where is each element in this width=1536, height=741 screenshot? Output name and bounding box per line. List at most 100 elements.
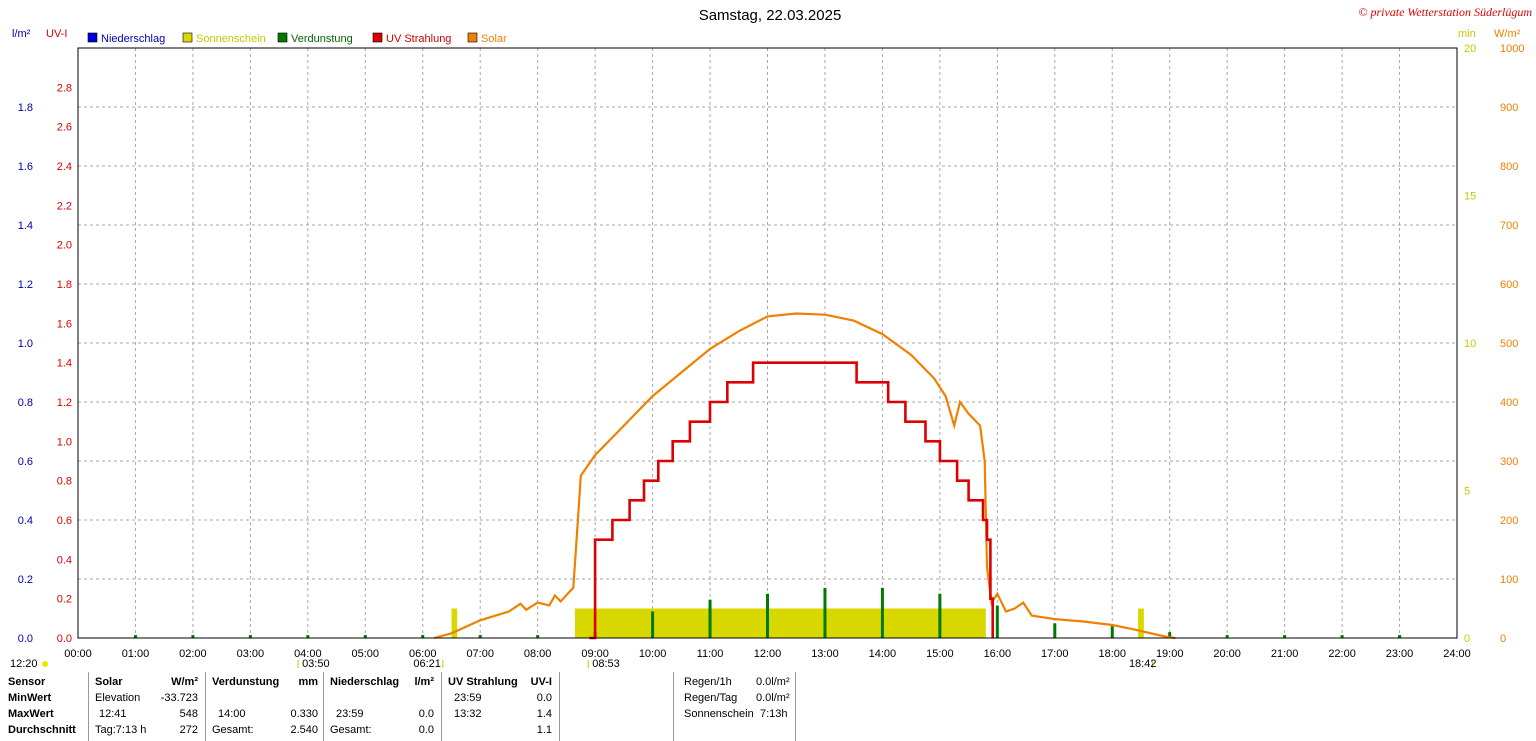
y-tick-label-solar: 500: [1500, 338, 1518, 350]
y-tick-label-uv: 0.0: [57, 633, 72, 645]
sunshine-bar: [1138, 608, 1144, 638]
summary-label-sunshine: Sonnenschein: [684, 708, 754, 720]
x-tick-label: 13:00: [811, 648, 839, 660]
y-tick-label-solar: 600: [1500, 279, 1518, 291]
x-tick-label: 09:00: [581, 648, 609, 660]
evaporation-bar: [363, 635, 367, 638]
y-tick-label-solar: 400: [1500, 397, 1518, 409]
series-line-uv: [589, 361, 994, 640]
axis-tick-labels: 00:00 01:00 02:00 03:00 04:00 05:00 06:00 07:00…: [18, 43, 1525, 660]
uv-min-value: 0.0: [536, 692, 552, 704]
evaporation-bar: [421, 635, 425, 638]
evaporation-bar: [248, 635, 252, 638]
rain-max-value: 0.0: [418, 708, 434, 720]
x-tick-label: 14:00: [869, 648, 897, 660]
uv-avg-value: 1.1: [536, 724, 552, 736]
y-tick-label-solar: 200: [1500, 515, 1518, 527]
evaporation-bar: [478, 635, 482, 638]
y-tick-label-solar: 700: [1500, 220, 1518, 232]
y-tick-label-rain: 0.2: [18, 574, 33, 586]
legend-swatch: [372, 32, 383, 43]
legend-label: Solar: [481, 33, 507, 45]
evaporation-bar: [1225, 635, 1229, 638]
axis-unit-solar: W/m²: [1494, 28, 1521, 40]
evaporation-bar: [1340, 635, 1344, 638]
x-tick-label: 05:00: [352, 648, 380, 660]
column-divider: [323, 672, 324, 741]
row-label-min: MinWert: [8, 692, 52, 704]
uv-max-time: 13:32: [454, 708, 482, 720]
evaporation-bar: [708, 599, 712, 638]
x-tick-label: 01:00: [122, 648, 150, 660]
evaporation-bar: [191, 635, 195, 638]
evaporation-bar: [306, 635, 310, 638]
solar-avg-label: Tag:7:13 h: [95, 724, 147, 736]
legend-label: UV Strahlung: [386, 33, 451, 45]
uv-min-time: 23:59: [454, 692, 482, 704]
y-tick-label-uv: 1.4: [57, 358, 72, 370]
x-tick-label: 21:00: [1271, 648, 1299, 660]
y-tick-label-uv: 0.2: [57, 594, 72, 606]
evaporation-bar: [1398, 635, 1402, 638]
x-tick-label: 18:00: [1098, 648, 1126, 660]
x-tick-label: 08:00: [524, 648, 552, 660]
statistics-table: Sensor MinWert MaxWert Durchschnitt Sola…: [0, 672, 1536, 741]
x-tick-label: 03:00: [237, 648, 265, 660]
sun-events: 12:20 03:50 06:21 08:53 18:42: [10, 658, 1156, 670]
x-tick-label: 16:00: [984, 648, 1012, 660]
axis-unit-sunshine: min: [1458, 28, 1476, 40]
uv-unit: UV-I: [530, 676, 552, 688]
summary-label-rain-1h: Regen/1h: [684, 676, 732, 688]
x-tick-label: 11:00: [697, 648, 724, 660]
weather-chart: Samstag, 22.03.2025 © private Wetterstat…: [10, 5, 1532, 670]
evaporation-max-time: 14:00: [218, 708, 246, 720]
rain-max-time: 23:59: [336, 708, 364, 720]
sunshine-bars: [451, 608, 1144, 638]
x-tick-label: 20:00: [1213, 648, 1241, 660]
y-tick-label-solar: 800: [1500, 161, 1518, 173]
evaporation-total-label: Gesamt:: [212, 724, 254, 736]
x-tick-label: 00:00: [64, 648, 92, 660]
column-divider: [673, 672, 674, 741]
y-tick-label-uv: 0.6: [57, 515, 72, 527]
solar-avg-value: 272: [179, 724, 198, 736]
column-divider: [205, 672, 206, 741]
grid: [78, 48, 1457, 638]
legend-swatch: [467, 32, 478, 43]
summary-value-sunshine: 7:13h: [760, 708, 788, 720]
sun-event-label: 06:21: [413, 658, 441, 670]
x-tick-label: 10:00: [639, 648, 667, 660]
solar-min-label: Elevation: [95, 692, 141, 704]
evaporation-unit: mm: [298, 676, 318, 688]
column-divider: [88, 672, 89, 741]
x-tick-label: 07:00: [466, 648, 494, 660]
y-tick-label-uv: 2.6: [57, 122, 72, 134]
y-tick-label-uv: 1.0: [57, 436, 72, 448]
y-tick-label-uv: 1.8: [57, 279, 72, 291]
evaporation-bar: [823, 587, 827, 638]
chart-title: Samstag, 22.03.2025: [699, 7, 842, 24]
plot-frame: [77, 47, 1458, 639]
evaporation-max-value: 0.330: [290, 708, 318, 720]
axis-unit-rain: l/m²: [12, 28, 31, 40]
x-tick-label: 15:00: [926, 648, 954, 660]
evaporation-bar: [1053, 623, 1057, 638]
y-tick-label-sunshine: 10: [1464, 338, 1476, 350]
evaporation-bars: [133, 587, 1402, 638]
y-tick-label-uv: 0.8: [57, 476, 72, 488]
evaporation-bar: [536, 635, 540, 638]
y-tick-label-rain: 0.0: [18, 633, 33, 645]
rain-total-value: 0.0: [418, 724, 434, 736]
sun-event-label: 18:42: [1129, 658, 1157, 670]
y-tick-label-rain: 0.8: [18, 397, 33, 409]
y-tick-label-rain: 0.4: [18, 515, 33, 527]
column-divider: [795, 672, 796, 741]
x-tick-label: 17:00: [1041, 648, 1069, 660]
solar-min-value: -33.723: [160, 692, 198, 704]
sun-event-label: 03:50: [302, 658, 330, 670]
y-tick-label-sunshine: 20: [1464, 43, 1476, 55]
rain-total-label: Gesamt:: [330, 724, 372, 736]
sun-icon: [42, 661, 48, 667]
column-divider: [441, 672, 442, 741]
y-tick-label-sunshine: 0: [1464, 633, 1470, 645]
